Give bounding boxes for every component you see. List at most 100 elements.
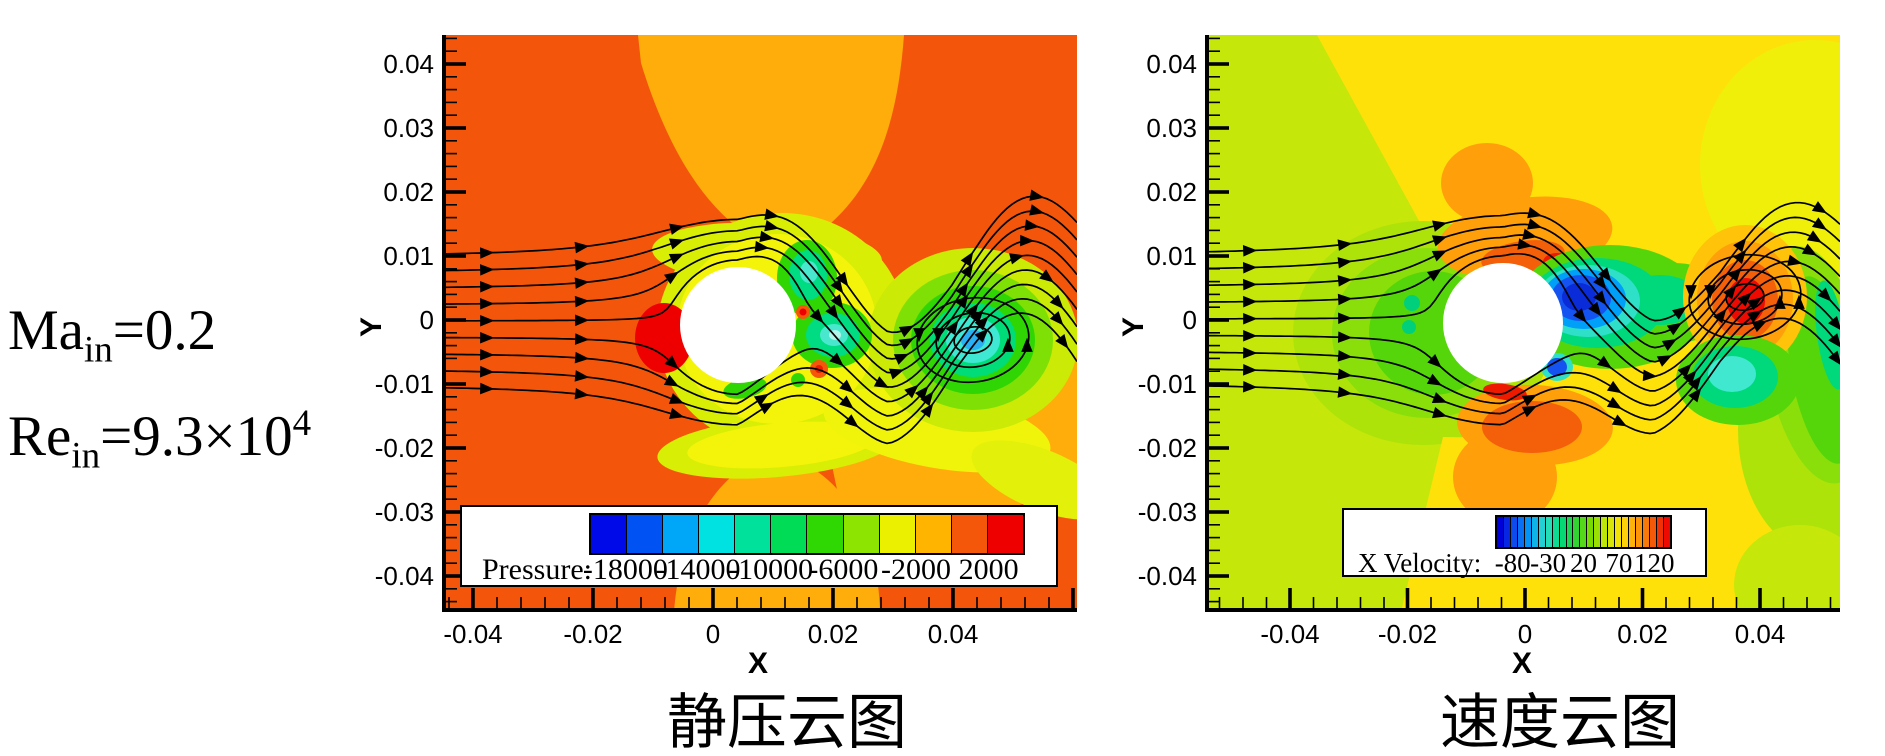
- colorbar-segment: [1614, 517, 1622, 547]
- y-tick-label: 0.01: [1146, 241, 1197, 271]
- streamlines: [1205, 201, 1840, 435]
- colorbar-segment: [1662, 517, 1670, 547]
- reynolds-exponent: 4: [292, 403, 312, 445]
- legend-tick-label: 2000: [958, 553, 1019, 586]
- colorbar-segment: [1655, 517, 1663, 547]
- colorbar-segment: [734, 515, 771, 553]
- caption-pressure: 静压云图: [667, 690, 907, 756]
- colorbar-segment: [1544, 517, 1552, 547]
- legend-tick-label: -10000: [728, 553, 814, 586]
- y-tick-label: -0.01: [374, 369, 434, 399]
- colorbar-segment: [842, 515, 879, 553]
- legend-tick-label: -6000: [808, 553, 879, 586]
- x-tick-label: 0.04: [927, 619, 979, 649]
- colorbar-segment: [986, 515, 1023, 553]
- axes: [1205, 35, 1840, 612]
- legend-tick-label: -2000: [880, 553, 951, 586]
- colorbar-segment: [1593, 517, 1601, 547]
- colorbar-segment: [1502, 517, 1510, 547]
- y-tick-label: -0.02: [374, 433, 434, 463]
- colorbar-segment: [914, 515, 951, 553]
- legend-tick-label: 70: [1605, 548, 1633, 578]
- y-tick-label: -0.04: [1137, 561, 1197, 591]
- mach-value: =0.2: [112, 299, 217, 362]
- colorbar-segment: [950, 515, 987, 553]
- reynolds-condition: Rein=9.3×104: [8, 387, 311, 493]
- vortex-loops: [1685, 253, 1805, 341]
- y-tick-label: -0.04: [374, 561, 434, 591]
- x-axis-title-velocity: X: [1511, 647, 1532, 680]
- colorbar-segment: [591, 515, 627, 553]
- y-tick-label: 0.03: [383, 113, 434, 143]
- y-tick-label: 0: [419, 305, 434, 335]
- colorbar-segment: [878, 515, 915, 553]
- colorbar-segment: [1628, 517, 1636, 547]
- y-tick-label: 0.03: [1146, 113, 1197, 143]
- velocity-legend-title: X Velocity:: [1358, 548, 1482, 578]
- colorbar-segment: [1565, 517, 1573, 547]
- legend-tick-label: -30: [1530, 548, 1567, 578]
- colorbar-segment: [1579, 517, 1587, 547]
- y-tick-label: 0.02: [1146, 177, 1197, 207]
- colorbar-segment: [662, 515, 699, 553]
- pressure-legend: Pressure: -18000 -14000 -10000 -6000 -2000 20…: [460, 505, 1058, 587]
- x-tick-label: -0.04: [443, 619, 503, 649]
- x-tick-label: 0.04: [1734, 619, 1786, 649]
- legend-tick-label: 20: [1570, 548, 1597, 578]
- velocity-legend: X Velocity: -80 -30 20 70 120: [1342, 508, 1707, 578]
- mach-symbol: Ma: [8, 299, 84, 362]
- cylinder: [1443, 263, 1563, 383]
- y-tick-label: -0.03: [1137, 497, 1197, 527]
- y-tick-label: -0.02: [1137, 433, 1197, 463]
- colorbar-segment: [1558, 517, 1566, 547]
- axes: [442, 35, 1077, 612]
- y-tick-label: -0.03: [374, 497, 434, 527]
- x-tick-label: -0.02: [1377, 619, 1438, 649]
- colorbar-segment: [1523, 517, 1531, 547]
- flow-conditions: Main=0.2 Rein=9.3×104: [8, 294, 311, 494]
- mach-subscript: in: [83, 329, 113, 371]
- y-tick-label: 0.04: [1146, 49, 1197, 79]
- legend-tick-label: -80: [1494, 548, 1531, 578]
- cylinder: [680, 267, 796, 383]
- colorbar-segment: [770, 515, 807, 553]
- y-tick-label: 0: [1182, 305, 1197, 335]
- y-tick-label: -0.01: [1137, 369, 1197, 399]
- colorbar-segment: [1621, 517, 1629, 547]
- reynolds-symbol: Re: [8, 405, 72, 469]
- colorbar-segment: [1600, 517, 1608, 547]
- pressure-legend-title: Pressure:: [482, 553, 592, 586]
- legend-tick-label: 120: [1634, 548, 1675, 578]
- pressure-colorbar: [589, 513, 1025, 555]
- colorbar-segment: [1607, 517, 1615, 547]
- colorbar-segment: [1530, 517, 1538, 547]
- y-tick-label: 0.01: [383, 241, 434, 271]
- streamlines: [442, 189, 1077, 445]
- caption-velocity: 速度云图: [1440, 690, 1680, 756]
- reynolds-value: =9.3×10: [100, 405, 293, 469]
- colorbar-segment: [806, 515, 843, 553]
- x-tick-label: 0.02: [1617, 619, 1668, 649]
- colorbar-segment: [1648, 517, 1656, 547]
- colorbar-segment: [1497, 517, 1503, 547]
- colorbar-segment: [1642, 517, 1649, 547]
- colorbar-segment: [1572, 517, 1580, 547]
- colorbar-segment: [1635, 517, 1643, 547]
- colorbar-segment: [1586, 517, 1594, 547]
- x-tick-label: 0: [705, 619, 721, 649]
- legend-tick-label: -14000: [655, 553, 741, 586]
- velocity-colorbar: [1495, 515, 1672, 549]
- x-tick-label: 0.02: [807, 619, 859, 649]
- vortex-loops: [913, 296, 1033, 384]
- x-tick-label: -0.04: [1260, 619, 1320, 649]
- colorbar-segment: [1516, 517, 1524, 547]
- colorbar-segment: [1509, 517, 1517, 547]
- colorbar-segment: [626, 515, 663, 553]
- x-tick-label: -0.02: [563, 619, 623, 649]
- reynolds-subscript: in: [71, 435, 101, 477]
- y-tick-label: 0.02: [383, 177, 434, 207]
- x-axis-title-pressure: X: [747, 647, 768, 680]
- mach-condition: Main=0.2: [8, 294, 311, 387]
- legend-tick-label: -18000: [582, 553, 668, 586]
